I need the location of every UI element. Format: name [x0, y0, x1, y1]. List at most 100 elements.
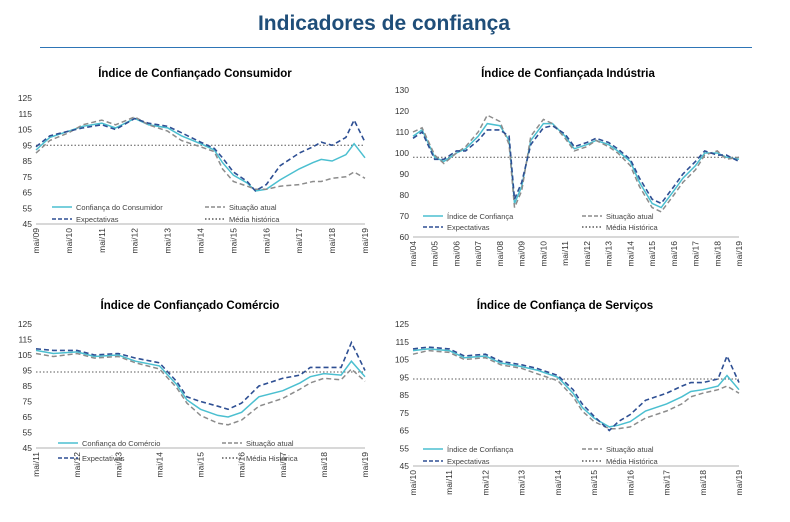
x-tick-label: mai/19 — [734, 241, 744, 267]
y-tick-label: 75 — [23, 397, 33, 407]
y-tick-label: 115 — [18, 109, 32, 119]
x-tick-label: mai/15 — [647, 241, 657, 267]
series-line-expectations — [35, 340, 366, 411]
title-divider — [40, 47, 752, 48]
x-tick-label: mai/16 — [625, 470, 635, 496]
x-tick-label: mai/16 — [669, 241, 679, 267]
series-line-expectations — [412, 124, 740, 205]
x-tick-label: mai/13 — [113, 452, 123, 478]
x-tick-label: mai/14 — [196, 228, 206, 254]
x-tick-label: mai/11 — [31, 452, 41, 477]
x-tick-label: mai/19 — [360, 452, 370, 478]
x-tick-label: mai/17 — [691, 241, 701, 267]
series-line-current — [412, 114, 740, 213]
series-line-index — [412, 348, 740, 428]
y-tick-label: 115 — [395, 337, 409, 347]
chart-title: Índice de Confiançado Consumidor — [98, 67, 292, 80]
legend-label: Média Histórica — [606, 223, 659, 232]
x-tick-label: mai/16 — [237, 452, 247, 478]
y-tick-label: 85 — [23, 381, 33, 391]
x-tick-label: mai/04 — [408, 241, 418, 267]
x-tick-label: mai/10 — [64, 228, 74, 254]
legend-label: Índice de Confiança — [447, 445, 514, 454]
x-tick-label: mai/06 — [451, 241, 461, 267]
y-tick-label: 105 — [18, 350, 32, 360]
x-tick-label: mai/12 — [130, 228, 140, 254]
y-tick-label: 55 — [23, 203, 33, 213]
legend-label: Confiança do Consumidor — [76, 203, 163, 212]
chart-title: Índice de Confiançado Comércio — [101, 299, 280, 312]
y-tick-label: 125 — [395, 319, 409, 329]
y-tick-label: 105 — [395, 355, 409, 365]
x-tick-label: mai/18 — [712, 241, 722, 267]
x-tick-label: mai/13 — [604, 241, 614, 267]
x-tick-label: mai/17 — [662, 470, 672, 496]
chart-industria: Índice de Confiançada Indústria 60 70 80 90 1… — [395, 67, 744, 267]
y-tick-label: 45 — [23, 219, 33, 229]
series-line-current — [35, 352, 366, 426]
x-tick-label: mai/17 — [278, 452, 288, 478]
legend-label: Situação atual — [246, 439, 294, 448]
x-tick-label: mai/16 — [261, 228, 271, 254]
chart-title: Índice de Confiançada Indústria — [481, 67, 655, 80]
y-tick-label: 45 — [23, 443, 33, 453]
legend-label: Confiança do Comércio — [82, 439, 160, 448]
chart-title: Índice de Confiança de Serviços — [477, 299, 653, 312]
x-tick-label: mai/18 — [319, 452, 329, 478]
y-tick-label: 90 — [400, 169, 410, 179]
y-tick-label: 110 — [395, 127, 409, 137]
x-tick-label: mai/19 — [734, 470, 744, 496]
x-tick-label: mai/14 — [154, 452, 164, 478]
y-tick-label: 125 — [18, 93, 32, 103]
x-tick-label: mai/11 — [444, 470, 454, 495]
y-tick-label: 65 — [23, 412, 33, 422]
x-tick-label: mai/14 — [625, 241, 635, 267]
series-line-index — [35, 117, 366, 192]
x-tick-label: mai/15 — [589, 470, 599, 496]
x-tick-label: mai/10 — [408, 470, 418, 496]
y-tick-label: 75 — [400, 408, 410, 418]
y-tick-label: 130 — [395, 85, 409, 95]
y-tick-label: 60 — [400, 232, 410, 242]
page-title: Indicadores de confiança — [257, 12, 511, 35]
legend-label: Expectativas — [447, 457, 490, 466]
y-tick-label: 55 — [400, 443, 410, 453]
legend-label: Expectativas — [76, 215, 119, 224]
x-tick-label: mai/15 — [228, 228, 238, 254]
y-tick-label: 85 — [23, 156, 33, 166]
legend-label: Média histórica — [229, 215, 280, 224]
y-tick-label: 95 — [400, 372, 410, 382]
chart-servicos: Índice de Confiança de Serviços 45 55 65 75 8… — [395, 299, 744, 496]
y-tick-label: 75 — [23, 172, 33, 182]
chart-consumidor: Índice de Confiançado Consumidor 45 55 65 75… — [18, 67, 370, 254]
y-tick-label: 105 — [18, 125, 32, 135]
y-tick-label: 115 — [18, 335, 32, 345]
legend-label: Média Histórica — [606, 457, 659, 466]
x-tick-label: mai/07 — [473, 241, 483, 267]
x-tick-label: mai/18 — [327, 228, 337, 254]
y-tick-label: 95 — [23, 366, 33, 376]
y-tick-label: 55 — [23, 428, 33, 438]
legend-label: Expectativas — [82, 454, 125, 463]
y-tick-label: 65 — [23, 188, 33, 198]
x-tick-label: mai/08 — [495, 241, 505, 267]
y-tick-label: 85 — [400, 390, 410, 400]
y-tick-label: 125 — [18, 319, 32, 329]
legend-label: Situação atual — [606, 445, 654, 454]
series-line-expectations — [412, 346, 740, 432]
y-tick-label: 80 — [400, 190, 410, 200]
x-tick-label: mai/17 — [294, 228, 304, 254]
y-tick-label: 70 — [400, 211, 410, 221]
x-tick-label: mai/12 — [72, 452, 82, 478]
legend-label: Situação atual — [606, 212, 654, 221]
x-tick-label: mai/11 — [560, 241, 570, 266]
x-tick-label: mai/15 — [196, 452, 206, 478]
legend-label: Índice de Confiança — [447, 212, 514, 221]
series-line-current — [412, 349, 740, 430]
legend-label: Expectativas — [447, 223, 490, 232]
x-tick-label: mai/18 — [698, 470, 708, 496]
x-tick-label: mai/09 — [517, 241, 527, 267]
x-tick-label: mai/11 — [97, 228, 107, 253]
x-tick-label: mai/14 — [553, 470, 563, 496]
y-tick-label: 120 — [395, 106, 409, 116]
